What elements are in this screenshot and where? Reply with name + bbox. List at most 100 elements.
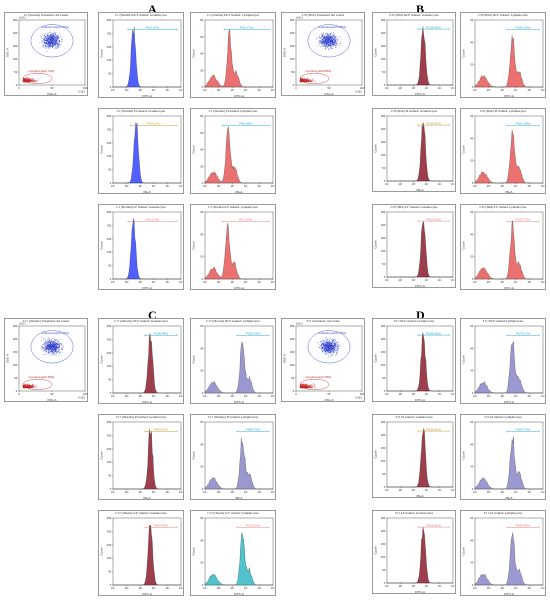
event-dot bbox=[55, 45, 57, 47]
event-dot bbox=[315, 80, 317, 82]
y-tick-label: 60 bbox=[200, 131, 203, 135]
event-dot bbox=[35, 386, 37, 387]
event-dot bbox=[332, 346, 334, 348]
event-dot bbox=[47, 342, 49, 344]
event-dot bbox=[24, 385, 25, 387]
event-dot bbox=[323, 351, 325, 352]
event-dot bbox=[326, 42, 328, 44]
y-tick-label: 100 bbox=[381, 363, 386, 367]
y-tick-label: 0 bbox=[472, 277, 474, 281]
granulocyte-gate-label: Granulocyte(21.43%) bbox=[42, 331, 69, 335]
y-tick-label: 250 bbox=[381, 18, 386, 22]
event-dot bbox=[326, 346, 328, 347]
event-dot bbox=[56, 37, 58, 39]
event-dot bbox=[307, 80, 309, 82]
y-tick-label: 200 bbox=[107, 529, 112, 533]
panel-letter-b: B bbox=[416, 2, 425, 16]
x-axis-label: FITC-A bbox=[504, 400, 514, 404]
event-dot bbox=[59, 39, 60, 41]
x-tick-label: 10¹ bbox=[203, 88, 207, 92]
event-dot bbox=[306, 387, 308, 389]
event-dot bbox=[306, 384, 307, 386]
x-tick-label: 10¹ bbox=[203, 394, 207, 398]
event-dot bbox=[325, 39, 326, 41]
event-dot bbox=[52, 347, 53, 349]
event-dot bbox=[57, 341, 59, 343]
y-tick-label: 200 bbox=[107, 127, 112, 131]
y-tick-label: 150 bbox=[290, 350, 295, 354]
event-dot bbox=[331, 36, 332, 38]
event-dot bbox=[322, 39, 324, 41]
event-dot bbox=[50, 35, 51, 37]
event-dot bbox=[31, 81, 32, 82]
plot-c5: C17 (Obesity) PI stained: Lymphocytes 0 20… bbox=[190, 414, 276, 500]
event-dot bbox=[331, 355, 333, 356]
event-dot bbox=[43, 37, 45, 39]
event-dot bbox=[327, 32, 329, 34]
event-dot bbox=[337, 344, 339, 346]
event-dot bbox=[335, 350, 337, 351]
event-dot bbox=[47, 347, 49, 348]
event-dot bbox=[45, 39, 47, 41]
plot-title: C1 (Normal) PI stained: Lymphocytes bbox=[208, 109, 258, 113]
event-dot bbox=[49, 35, 50, 37]
event-dot bbox=[322, 347, 324, 349]
event-dot bbox=[58, 351, 60, 352]
x-axis-label: PE-A bbox=[143, 496, 150, 500]
event-dot bbox=[46, 353, 48, 355]
event-dot bbox=[335, 41, 337, 43]
event-dot bbox=[49, 42, 50, 44]
event-dot bbox=[53, 347, 54, 348]
x-tick-label: 50 bbox=[328, 392, 331, 396]
event-dot bbox=[61, 343, 62, 344]
event-dot bbox=[325, 337, 327, 338]
event-dot bbox=[322, 40, 324, 41]
event-dot bbox=[329, 350, 331, 352]
event-dot bbox=[319, 42, 321, 44]
event-dot bbox=[329, 40, 331, 41]
event-dot bbox=[56, 348, 57, 349]
event-dot bbox=[32, 387, 34, 389]
y-exponent: (×10⁴) bbox=[296, 322, 303, 326]
event-dot bbox=[325, 42, 327, 44]
event-dot bbox=[327, 47, 328, 49]
x-axis-label: FITC-A bbox=[142, 400, 152, 404]
x-tick-label: 10⁶ bbox=[451, 488, 455, 492]
event-dot bbox=[55, 37, 57, 39]
event-dot bbox=[31, 387, 32, 388]
event-dot bbox=[330, 347, 332, 349]
event-dot bbox=[310, 81, 312, 82]
x-tick-label: 10⁵ bbox=[438, 86, 442, 90]
x-axis-label: FITC-A bbox=[142, 592, 152, 596]
y-tick-label: 50 bbox=[108, 264, 111, 268]
event-dot bbox=[52, 353, 53, 355]
event-dot bbox=[321, 40, 323, 42]
plot-c4: C17 (Obesity) PI stained: Granulocytes 0 5… bbox=[98, 414, 184, 500]
event-dot bbox=[50, 43, 51, 44]
event-dot bbox=[55, 32, 57, 34]
y-tick-label: 80 bbox=[200, 114, 203, 118]
event-dot bbox=[46, 46, 47, 47]
x-axis-label: FITC-A bbox=[234, 400, 244, 404]
plot-frame bbox=[295, 19, 363, 86]
x-tick-label: 10² bbox=[398, 182, 402, 186]
event-dot bbox=[333, 346, 335, 348]
event-dot bbox=[56, 351, 57, 352]
x-tick-label: 10⁶ bbox=[451, 584, 455, 588]
event-dot bbox=[303, 385, 304, 386]
event-dot bbox=[46, 43, 48, 45]
event-dot bbox=[333, 348, 335, 350]
event-dot bbox=[56, 344, 57, 346]
plot-b5: C35 (IDA) PI stained: Lymphocytes 0 20 40 60… bbox=[460, 108, 546, 194]
event-dot bbox=[328, 351, 329, 353]
x-tick-label: 10² bbox=[217, 88, 221, 92]
y-exponent: (×10⁴) bbox=[296, 16, 303, 20]
x-tick-label: 10¹ bbox=[473, 394, 477, 398]
x-tick-label: 10³ bbox=[500, 184, 504, 188]
event-dot bbox=[308, 386, 310, 388]
event-dot bbox=[22, 80, 24, 82]
event-dot bbox=[26, 78, 28, 80]
event-dot bbox=[27, 386, 29, 388]
histogram bbox=[474, 341, 543, 394]
x-tick-label: 10⁶ bbox=[179, 184, 183, 188]
